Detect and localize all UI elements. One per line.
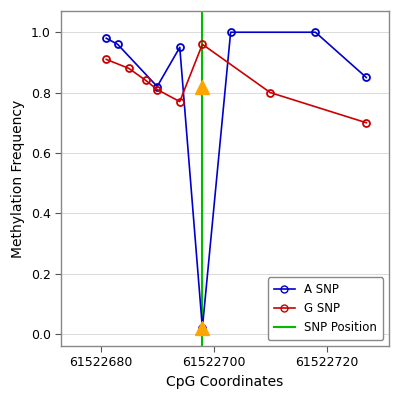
X-axis label: CpG Coordinates: CpG Coordinates bbox=[166, 375, 284, 389]
Legend: A SNP, G SNP, SNP Position: A SNP, G SNP, SNP Position bbox=[268, 278, 383, 340]
Y-axis label: Methylation Frequency: Methylation Frequency bbox=[11, 99, 25, 258]
